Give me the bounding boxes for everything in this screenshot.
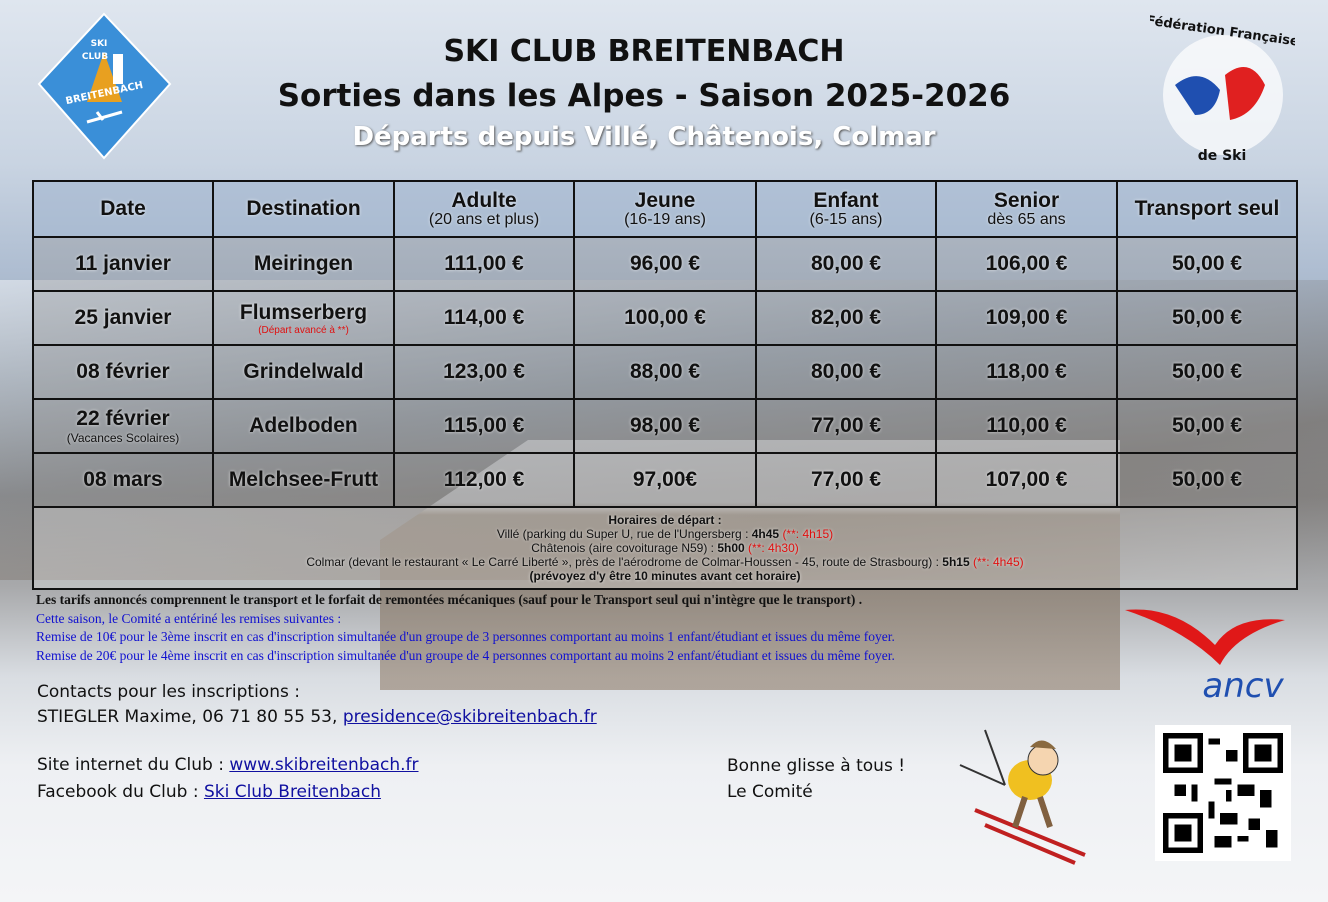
- cell-transport: 50,00 €: [1116, 236, 1298, 292]
- skier-cartoon-icon: [959, 729, 1086, 865]
- cell-destination: Meiringen: [212, 236, 395, 292]
- header-adulte: Adulte (20 ans et plus): [393, 180, 575, 238]
- schedule-note: (prévoyez d'y être 10 minutes avant cet …: [529, 569, 801, 583]
- schedule-chatenois: Châtenois (aire covoiturage N59) :: [531, 541, 718, 555]
- website-link[interactable]: www.skibreitenbach.fr: [229, 755, 419, 775]
- cell-jeune: 100,00 €: [573, 290, 757, 346]
- departure-schedule: Horaires de départ : Villé (parking du S…: [32, 506, 1298, 590]
- cell-senior: 109,00 €: [935, 290, 1118, 346]
- facebook-line: Facebook du Club : Ski Club Breitenbach: [37, 782, 381, 802]
- cell-transport: 50,00 €: [1116, 398, 1298, 454]
- cell-jeune: 97,00€: [573, 452, 757, 508]
- cell-enfant: 77,00 €: [755, 452, 937, 508]
- departures-subtitle: Départs depuis Villé, Châtenois, Colmar: [352, 122, 936, 152]
- cell-adulte: 111,00 €: [393, 236, 575, 292]
- page-subtitle: Sorties dans les Alpes - Saison 2025-202…: [277, 78, 1011, 114]
- svg-text:de Ski: de Ski: [1198, 148, 1247, 164]
- qr-code: [1155, 725, 1291, 861]
- cell-date: 08 mars: [32, 452, 214, 508]
- table-row: 25 janvier Flumserberg (Départ avancé à *…: [32, 290, 1298, 346]
- cell-jeune: 98,00 €: [573, 398, 757, 454]
- cell-date: 11 janvier: [32, 236, 214, 292]
- tarifs-note: Les tarifs annoncés comprennent le trans…: [36, 592, 863, 607]
- contact-person: STIEGLER Maxime, 06 71 80 55 53, preside…: [37, 707, 597, 727]
- header-date: Date: [32, 180, 214, 238]
- cell-transport: 50,00 €: [1116, 452, 1298, 508]
- cell-destination: Grindelwald: [212, 344, 395, 400]
- table-row: 22 février (Vacances Scolaires) Adelboden…: [32, 398, 1298, 454]
- schedule-ville: Villé (parking du Super U, rue de l'Unge…: [496, 527, 752, 541]
- svg-text:CLUB: CLUB: [82, 52, 108, 62]
- price-table: Date Destination Adulte (20 ans et plus) …: [32, 180, 1298, 590]
- facebook-link[interactable]: Ski Club Breitenbach: [203, 782, 381, 802]
- cell-adulte: 115,00 €: [393, 398, 575, 454]
- closing-signature: Le Comité: [727, 782, 813, 802]
- cell-adulte: 114,00 €: [393, 290, 575, 346]
- pricing-notes: Les tarifs annoncés comprennent le trans…: [36, 591, 895, 665]
- cell-destination: Adelboden: [212, 398, 395, 454]
- contacts-label: Contacts pour les inscriptions :: [37, 682, 300, 702]
- cell-enfant: 77,00 €: [755, 398, 937, 454]
- header-jeune: Jeune (16-19 ans): [573, 180, 757, 238]
- ski-club-logo: SKI CLUB BREITENBACH: [37, 12, 172, 160]
- cell-senior: 107,00 €: [935, 452, 1118, 508]
- header-transport: Transport seul: [1116, 180, 1298, 238]
- schedule-chatenois-time: 5h00: [717, 541, 745, 555]
- schedule-colmar-alt: (**: 4h45): [972, 555, 1024, 569]
- cell-enfant: 80,00 €: [755, 344, 937, 400]
- header-enfant: Enfant (6-15 ans): [755, 180, 937, 238]
- cell-destination: Melchsee-Frutt: [212, 452, 395, 508]
- header-senior: Senior dès 65 ans: [935, 180, 1118, 238]
- cell-date: 22 février (Vacances Scolaires): [32, 398, 214, 454]
- table-header-row: Date Destination Adulte (20 ans et plus) …: [32, 180, 1298, 238]
- cell-transport: 50,00 €: [1116, 344, 1298, 400]
- cell-date: 25 janvier: [32, 290, 214, 346]
- site-line: Site internet du Club : www.skibreitenba…: [37, 755, 419, 775]
- schedule-colmar-time: 5h15: [942, 555, 970, 569]
- svg-text:ancv: ancv: [1202, 666, 1284, 705]
- closing-greeting: Bonne glisse à tous !: [727, 756, 906, 776]
- header-destination: Destination: [212, 180, 395, 238]
- schedule-ville-time: 4h45: [751, 527, 780, 541]
- remises-intro: Cette saison, le Comité a entériné les r…: [36, 610, 342, 626]
- cell-adulte: 123,00 €: [393, 344, 575, 400]
- cell-senior: 106,00 €: [935, 236, 1118, 292]
- schedule-row: Horaires de départ : Villé (parking du S…: [32, 506, 1298, 590]
- schedule-ville-alt: (**: 4h15): [782, 527, 834, 541]
- cell-enfant: 80,00 €: [755, 236, 937, 292]
- table-row: 08 mars Melchsee-Frutt 112,00 € 97,00€ 7…: [32, 452, 1298, 508]
- cell-senior: 110,00 €: [935, 398, 1118, 454]
- svg-text:SKI: SKI: [91, 39, 108, 49]
- cell-transport: 50,00 €: [1116, 290, 1298, 346]
- page-title: SKI CLUB BREITENBACH: [443, 34, 845, 69]
- remise-2: Remise de 20€ pour le 4ème inscrit en ca…: [36, 647, 895, 663]
- table-row: 11 janvier Meiringen 111,00 € 96,00 € 80…: [32, 236, 1298, 292]
- cell-jeune: 88,00 €: [573, 344, 757, 400]
- cell-destination: Flumserberg (Départ avancé à **): [212, 290, 395, 346]
- schedule-chatenois-alt: (**: 4h30): [748, 541, 799, 555]
- cell-date: 08 février: [32, 344, 214, 400]
- schedule-colmar: Colmar (devant le restaurant « Le Carré …: [306, 555, 943, 569]
- table-row: 08 février Grindelwald 123,00 € 88,00 € …: [32, 344, 1298, 400]
- schedule-title: Horaires de départ :: [608, 513, 722, 527]
- email-link[interactable]: presidence@skibreitenbach.fr: [342, 707, 597, 727]
- cell-adulte: 112,00 €: [393, 452, 575, 508]
- remise-1: Remise de 10€ pour le 3ème inscrit en ca…: [36, 629, 895, 644]
- cell-jeune: 96,00 €: [573, 236, 757, 292]
- cell-senior: 118,00 €: [935, 344, 1118, 400]
- cell-enfant: 82,00 €: [755, 290, 937, 346]
- ancv-logo: ancv: [1125, 609, 1285, 705]
- ffs-logo: Fédération Française de Ski: [1150, 15, 1295, 164]
